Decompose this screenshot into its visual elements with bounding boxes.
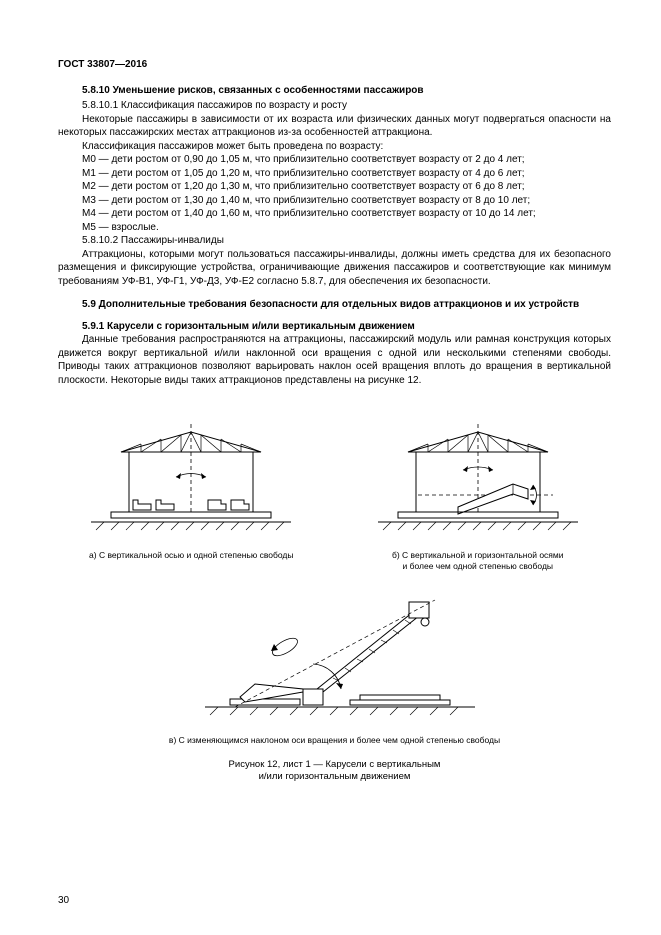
disabled-passengers-paragraph: Аттракционы, которыми могут пользоваться… (58, 248, 611, 289)
carousel-dual-axis-diagram (358, 422, 598, 542)
document-code: ГОСТ 33807—2016 (58, 58, 611, 72)
section-5-8-10-title: 5.8.10 Уменьшение рисков, связанных с ос… (82, 85, 424, 96)
class-m2: М2 — дети ростом от 1,20 до 1,30 м, что … (58, 180, 611, 194)
figure-a (58, 422, 325, 542)
class-m4: М4 — дети ростом от 1,40 до 1,60 м, что … (58, 207, 611, 221)
figure-12-title-line2: и/или горизонтальным движением (58, 771, 611, 783)
figure-12-title: Рисунок 12, лист 1 — Карусели с вертикал… (58, 759, 611, 784)
section-5-9-1-title: 5.9.1 Карусели с горизонтальным и/или ве… (82, 321, 415, 332)
carousel-vertical-axis-diagram (71, 422, 311, 542)
figure-c (58, 592, 611, 727)
page-number: 30 (58, 894, 69, 908)
classification-intro: Классификация пассажиров может быть пров… (58, 140, 611, 154)
caption-b-line2: и более чем одной степенью свободы (345, 561, 612, 572)
class-m5: М5 — взрослые. (58, 221, 611, 235)
class-m3: М3 — дети ростом от 1,30 до 1,40 м, что … (58, 194, 611, 208)
caption-a: а) С вертикальной осью и одной степенью … (58, 550, 325, 561)
caption-c: в) С изменяющимся наклоном оси вращения … (58, 735, 611, 746)
carousel-paragraph: Данные требования распространяются на ат… (58, 333, 611, 387)
intro-paragraph: Некоторые пассажиры в зависимости от их … (58, 113, 611, 140)
figure-b (345, 422, 612, 542)
class-m0: М0 — дети ростом от 0,90 до 1,05 м, что … (58, 153, 611, 167)
carousel-tilting-axis-diagram (175, 592, 495, 727)
figures-row-ab (58, 422, 611, 542)
caption-b-line1: б) С вертикальной и горизонтальной осями (345, 550, 612, 561)
section-5-8-10-2: 5.8.10.2 Пассажиры-инвалиды (58, 234, 611, 248)
class-m1: М1 — дети ростом от 1,05 до 1,20 м, что … (58, 167, 611, 181)
figure-12-title-line1: Рисунок 12, лист 1 — Карусели с вертикал… (58, 759, 611, 771)
section-5-8-10-1: 5.8.10.1 Классификация пассажиров по воз… (58, 99, 611, 113)
section-5-9-title: 5.9 Дополнительные требования безопаснос… (82, 299, 579, 310)
captions-ab: а) С вертикальной осью и одной степенью … (58, 550, 611, 572)
